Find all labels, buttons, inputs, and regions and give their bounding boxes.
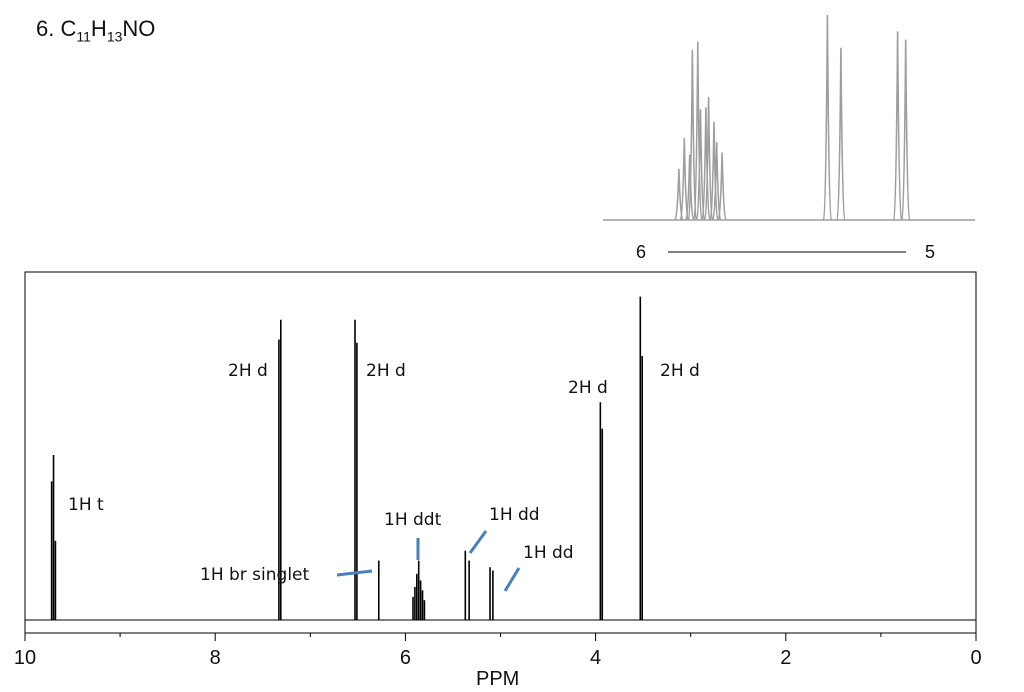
problem-label: 6. C11H13NO [36, 16, 155, 44]
inset-spectrum [674, 14, 911, 221]
inset-right-label: 5 [925, 242, 935, 262]
annotation-pointer [468, 530, 488, 554]
main-plot-frame [24, 271, 977, 634]
annotation-pointer [503, 567, 521, 592]
problem-number: 6. [36, 16, 55, 41]
main-x-axis: 10 8 6 4 2 0 [14, 633, 982, 669]
inset-peak [684, 154, 695, 221]
formula-h-count: 13 [106, 28, 123, 45]
annotation-pointer [336, 569, 373, 577]
formula-c: C [60, 16, 77, 41]
label-2h-d-1: 2H d [228, 361, 268, 381]
x-tick-label: 8 [210, 647, 221, 669]
inset-peak [693, 41, 703, 221]
inset-peak [709, 121, 719, 221]
main-spectrum [50, 296, 643, 620]
inset-left-label: 6 [636, 242, 646, 262]
x-tick-label: 4 [590, 647, 601, 669]
formula-h: H [90, 16, 107, 41]
label-1h-ddt: 1H ddt [384, 510, 442, 530]
inset-peak [900, 39, 911, 221]
annotation-pointers [336, 530, 521, 592]
label-1h-br-singlet: 1H br singlet [200, 565, 310, 585]
x-axis-title: PPM [476, 668, 519, 690]
inset-peak [836, 47, 846, 221]
x-tick-label: 0 [970, 647, 981, 669]
x-tick-label: 6 [400, 647, 411, 669]
inset-peak [892, 31, 903, 221]
label-1h-dd-2: 1H dd [523, 543, 574, 563]
x-tick-label: 2 [780, 647, 791, 669]
label-2h-d-3: 2H d [568, 378, 608, 398]
inset-peak [701, 107, 711, 221]
formula-no: NO [122, 16, 156, 41]
inset-peak [822, 14, 833, 221]
label-1h-dd-1: 1H dd [489, 505, 540, 525]
label-2h-d-2: 2H d [366, 361, 406, 381]
formula-c-count: 11 [76, 28, 91, 45]
label-2h-d-4: 2H d [660, 361, 700, 381]
label-1h-t: 1H t [68, 495, 104, 515]
inset-peak [717, 152, 727, 221]
x-tick-label: 10 [14, 647, 36, 669]
